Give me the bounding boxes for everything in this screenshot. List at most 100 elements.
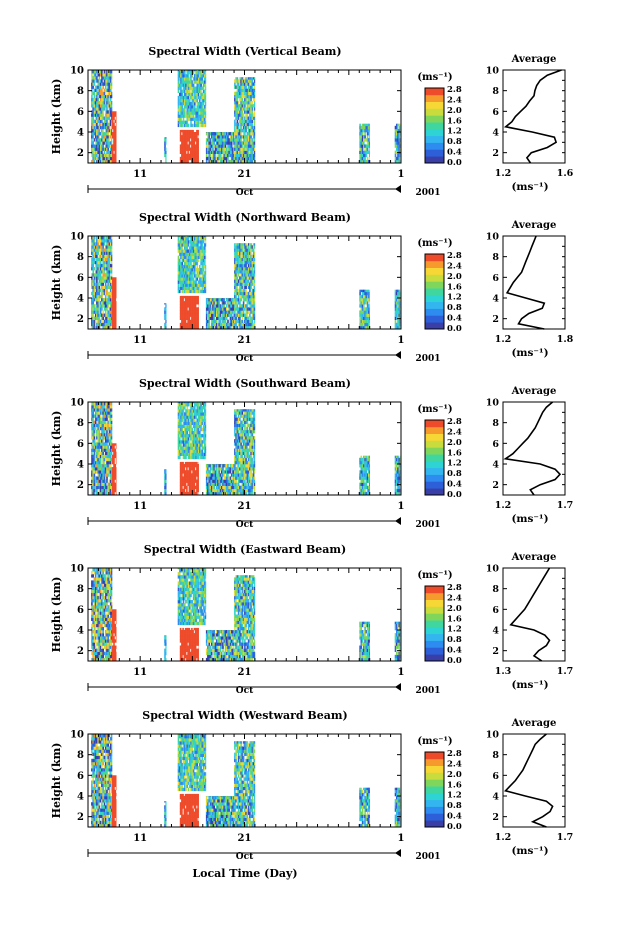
heatmap-cell bbox=[180, 406, 182, 410]
heatmap-cell bbox=[103, 429, 106, 434]
heatmap-cell bbox=[103, 119, 106, 123]
heatmap-cell bbox=[106, 70, 108, 74]
heatmap-cell bbox=[235, 141, 237, 145]
heatmap-cell bbox=[186, 71, 189, 75]
heatmap-cell bbox=[192, 283, 195, 287]
heatmap-cell bbox=[93, 448, 96, 452]
heatmap-cell bbox=[228, 313, 230, 317]
heatmap-cell bbox=[196, 236, 199, 238]
panel-title: Spectral Width (Vertical Beam) bbox=[148, 45, 341, 58]
heatmap-cell bbox=[98, 239, 101, 243]
heatmap-cell bbox=[97, 135, 99, 139]
heatmap-cell bbox=[102, 325, 104, 330]
heatmap-cell bbox=[360, 313, 363, 317]
heatmap-cell bbox=[91, 242, 93, 246]
heatmap-cell bbox=[196, 313, 198, 317]
heatmap-cell bbox=[247, 97, 250, 102]
heatmap-cell bbox=[108, 491, 111, 496]
heatmap-cell bbox=[194, 147, 197, 151]
heatmap-cell bbox=[113, 448, 115, 452]
heatmap-cell bbox=[108, 402, 111, 406]
heatmap-cell bbox=[96, 402, 98, 406]
heatmap-cell bbox=[254, 254, 256, 258]
heatmap-cell bbox=[205, 156, 208, 161]
heatmap-cell bbox=[225, 150, 228, 154]
heatmap-cell bbox=[199, 95, 201, 100]
heatmap-cell bbox=[236, 113, 239, 117]
heatmap-cell bbox=[108, 294, 111, 299]
heatmap-cell bbox=[189, 150, 192, 154]
heatmap-cell bbox=[184, 71, 186, 75]
heatmap-cell bbox=[98, 429, 101, 434]
heatmap-cell bbox=[249, 307, 251, 311]
heatmap-cell bbox=[114, 322, 117, 327]
heatmap-cell bbox=[96, 411, 98, 415]
heatmap-cell bbox=[369, 310, 370, 314]
heatmap-cell bbox=[242, 251, 245, 255]
heatmap-cell bbox=[193, 307, 196, 311]
heatmap-cell bbox=[224, 135, 227, 139]
heatmap-cell bbox=[189, 274, 191, 278]
heatmap-cell bbox=[228, 147, 230, 151]
heatmap-cell bbox=[366, 144, 369, 148]
heatmap-cell bbox=[233, 135, 235, 139]
heatmap-cell bbox=[109, 104, 112, 108]
heatmap-cell bbox=[177, 430, 180, 435]
heatmap-cell bbox=[177, 246, 180, 250]
heatmap-cell bbox=[223, 301, 225, 305]
heatmap-cell bbox=[250, 260, 252, 265]
heatmap-cell bbox=[217, 147, 219, 151]
heatmap-cell bbox=[237, 147, 240, 151]
heatmap-cell bbox=[185, 95, 187, 100]
heatmap-cell bbox=[106, 260, 108, 265]
heatmap-cell bbox=[245, 245, 247, 249]
colorbar-tick-label: 0.8 bbox=[447, 303, 462, 313]
heatmap-cell bbox=[191, 150, 193, 154]
heatmap-cell bbox=[165, 303, 167, 305]
heatmap-cell bbox=[188, 132, 191, 136]
heatmap-cell bbox=[235, 279, 237, 283]
heatmap-cell bbox=[93, 119, 96, 123]
heatmap-cell bbox=[187, 325, 189, 330]
heatmap-cell bbox=[195, 258, 197, 263]
heatmap-cell bbox=[92, 147, 94, 151]
heatmap-cell bbox=[107, 301, 109, 305]
heatmap-cell bbox=[106, 485, 108, 490]
heatmap-cell bbox=[184, 252, 186, 256]
y-tick-label: 6 bbox=[77, 273, 84, 284]
heatmap-cell bbox=[101, 322, 103, 327]
heatmap-cell bbox=[192, 138, 194, 142]
heatmap-cell bbox=[246, 282, 249, 286]
heatmap-cell bbox=[189, 135, 192, 139]
heatmap-cell bbox=[181, 246, 184, 250]
heatmap-cell bbox=[202, 108, 205, 112]
heatmap-cell bbox=[235, 319, 237, 324]
heatmap-cell bbox=[109, 276, 112, 280]
heatmap-cell bbox=[194, 304, 197, 308]
colorbar-tick-label: 2.8 bbox=[447, 85, 462, 95]
heatmap-cell bbox=[165, 316, 167, 320]
heatmap-cell bbox=[361, 298, 364, 302]
heatmap-cell bbox=[180, 424, 182, 429]
heatmap-cell bbox=[218, 304, 220, 308]
heatmap-cell bbox=[103, 263, 106, 268]
heatmap-cell bbox=[101, 110, 103, 114]
heatmap-cell bbox=[246, 301, 249, 305]
heatmap-cell bbox=[200, 255, 202, 259]
heatmap-cell bbox=[196, 264, 199, 269]
heatmap-cell bbox=[247, 322, 250, 327]
heatmap-cell bbox=[114, 485, 117, 490]
heatmap-cell bbox=[219, 132, 222, 136]
heatmap-cell bbox=[109, 107, 112, 111]
heatmap-cell bbox=[254, 79, 256, 83]
heatmap-cell bbox=[182, 286, 185, 290]
heatmap-cell bbox=[247, 101, 250, 105]
heatmap-cell bbox=[244, 257, 246, 262]
heatmap-cell bbox=[190, 415, 192, 419]
heatmap-cell bbox=[165, 476, 167, 480]
heatmap-cell bbox=[191, 446, 194, 450]
heatmap-cell bbox=[234, 104, 236, 108]
heatmap-cell bbox=[236, 135, 239, 139]
heatmap-cell bbox=[196, 135, 198, 139]
heatmap-cell bbox=[364, 319, 366, 324]
